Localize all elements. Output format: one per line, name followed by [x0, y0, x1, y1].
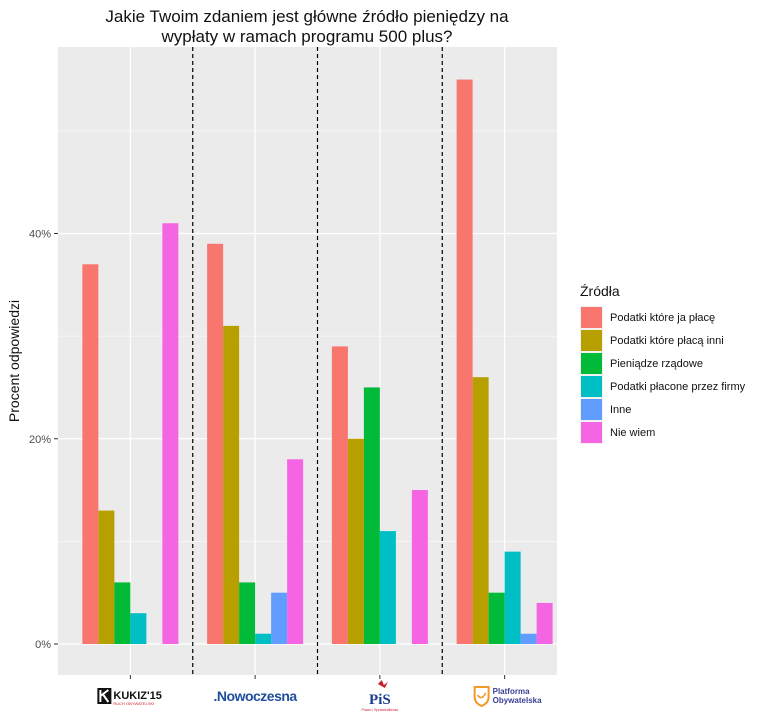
bar [504, 551, 521, 644]
pis-logo-sub: Prawo i Sprawiedliwość [361, 708, 398, 712]
bar [207, 243, 224, 644]
chart-title-line: wypłaty w ramach programu 500 plus? [160, 27, 452, 46]
bars [82, 79, 553, 645]
y-tick-label: 0% [35, 639, 51, 651]
bar [223, 325, 240, 644]
legend-label: Podatki które płacą inni [610, 335, 724, 347]
legend: Źródła Podatki które ja płacę Podatki któr… [580, 283, 746, 444]
bar [239, 582, 256, 644]
bar [98, 510, 115, 644]
bar [331, 346, 348, 644]
legend-swatch [581, 422, 602, 443]
kukiz-logo-k [99, 689, 110, 703]
legend-label: Pieniądze rządowe [610, 358, 703, 370]
legend-title: Źródła [580, 283, 620, 299]
legend-label: Podatki płacone przez firmy [610, 381, 746, 393]
chart-title: Jakie Twoim zdaniem jest główne źródło p… [105, 7, 509, 46]
bar [130, 613, 147, 644]
legend-swatch [581, 399, 602, 420]
kukiz-logo-sub: RUCH OBYWATELSKI [113, 701, 154, 706]
bar [520, 633, 537, 644]
bar [488, 592, 505, 644]
legend-label: Inne [610, 404, 631, 416]
bar [82, 264, 99, 644]
pis-logo-text: PiS [369, 692, 391, 708]
y-axis-title: Procent odpowiedzi [6, 300, 22, 422]
y-tick-label: 20% [29, 434, 51, 446]
y-axis: 0% 20% 40% [29, 229, 58, 651]
y-tick-label: 40% [29, 229, 51, 241]
bar [379, 531, 396, 644]
nowoczesna-logo: .Nowoczesna [214, 688, 298, 704]
chart-title-line: Jakie Twoim zdaniem jest główne źródło p… [105, 7, 509, 26]
bar [255, 633, 272, 644]
bar [472, 377, 489, 644]
legend-label: Podatki które ja płacę [610, 312, 715, 324]
legend-swatch [581, 307, 602, 328]
bar [456, 79, 473, 644]
po-shield-mark [476, 692, 487, 699]
legend-swatch [581, 353, 602, 374]
pis-eagle-icon [377, 680, 388, 688]
bar [162, 223, 179, 645]
po-shield-icon [473, 686, 490, 708]
legend-swatch [581, 330, 602, 351]
bar [411, 490, 428, 644]
legend-label: Nie wiem [610, 427, 655, 439]
bar [114, 582, 131, 644]
legend-swatch [581, 376, 602, 397]
bar [536, 602, 553, 644]
kukiz-logo-text: KUKIZ'15 [113, 690, 161, 702]
po-logo-line2: Obywatelska [493, 696, 542, 705]
bar [271, 592, 288, 644]
bar [287, 459, 304, 644]
bar [347, 438, 364, 644]
po-logo-line1: Platforma [493, 687, 530, 696]
bar [363, 387, 380, 644]
